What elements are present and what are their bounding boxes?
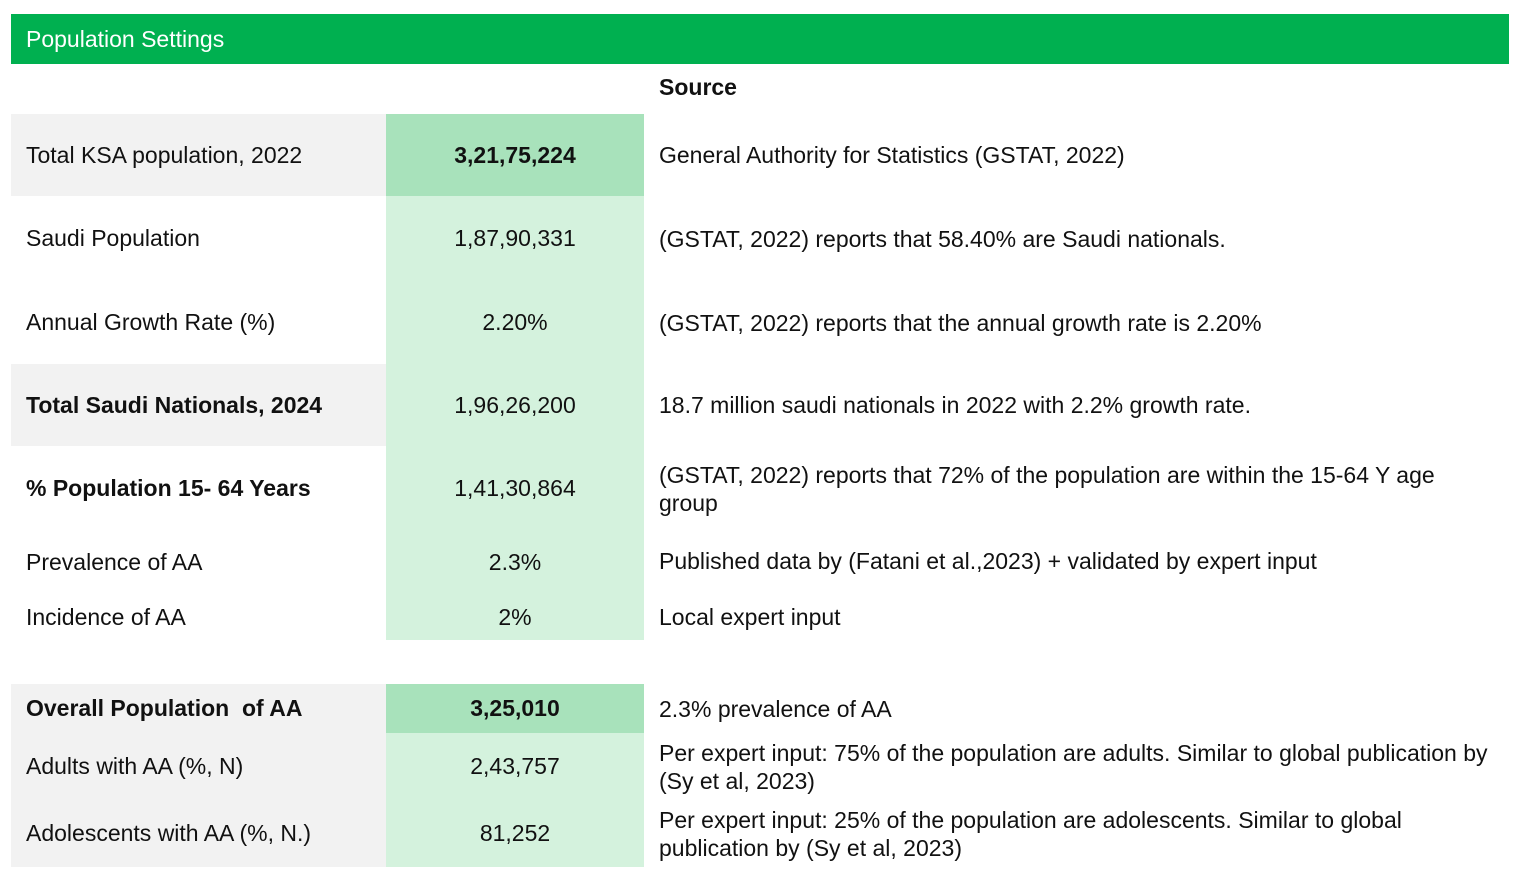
table-row-prevalence-of-aa: Prevalence of AA 2.3% Published data by … (11, 531, 1509, 594)
row-source: Per expert input: 75% of the population … (659, 739, 1488, 794)
row-label: Total Saudi Nationals, 2024 (11, 364, 386, 446)
row-label: Annual Growth Rate (%) (26, 309, 276, 335)
row-source: (GSTAT, 2022) reports that 72% of the po… (659, 461, 1435, 516)
row-source: Published data by (Fatani et al.,2023) +… (659, 548, 1317, 574)
row-value: 2.20% (386, 281, 644, 364)
row-source: (GSTAT, 2022) reports that 58.40% are Sa… (659, 225, 1226, 252)
row-label: Total KSA population, 2022 (11, 114, 386, 196)
row-label: Overall Population of AA (11, 684, 386, 733)
table-row-annual-growth-rate: Annual Growth Rate (%) 2.20% (GSTAT, 202… (11, 281, 1509, 364)
source-column-heading: Source (659, 74, 737, 100)
table-row-adolescents-with-aa: Adolescents with AA (%, N.) 81,252 Per e… (11, 800, 1509, 867)
row-source: Local expert input (659, 604, 841, 630)
row-label: % Population 15- 64 Years (26, 475, 311, 501)
table-row-overall-population-of-aa: Overall Population of AA 3,25,010 2.3% p… (11, 684, 1509, 733)
row-value: 3,25,010 (386, 684, 644, 733)
row-label: Adults with AA (%, N) (11, 733, 386, 800)
page-title: Population Settings (26, 26, 225, 52)
row-value: 2.3% (386, 531, 644, 594)
table-row-population-15-64: % Population 15- 64 Years 1,41,30,864 (G… (11, 446, 1509, 531)
row-value: 1,87,90,331 (386, 196, 644, 281)
table-row-total-saudi-nationals: Total Saudi Nationals, 2024 1,96,26,200 … (11, 364, 1509, 446)
row-label: Adolescents with AA (%, N.) (11, 800, 386, 867)
row-source: Per expert input: 25% of the population … (659, 806, 1402, 861)
header-bar: Population Settings (11, 14, 1509, 64)
table-row-incidence-of-aa: Incidence of AA 2% Local expert input (11, 594, 1509, 640)
row-source: 2.3% prevalence of AA (659, 695, 892, 722)
row-value: 3,21,75,224 (386, 114, 644, 196)
row-value: 1,96,26,200 (386, 364, 644, 446)
row-label: Prevalence of AA (26, 549, 203, 575)
row-source: General Authority for Statistics (GSTAT,… (659, 142, 1125, 168)
row-source: (GSTAT, 2022) reports that the annual gr… (659, 309, 1262, 336)
row-label: Incidence of AA (26, 603, 186, 630)
table-row-total-ksa-population: Total KSA population, 2022 3,21,75,224 G… (11, 114, 1509, 196)
row-source: 18.7 million saudi nationals in 2022 wit… (659, 392, 1251, 418)
row-value: 2% (386, 594, 644, 640)
row-value: 2,43,757 (386, 733, 644, 800)
row-value: 1,41,30,864 (386, 446, 644, 531)
table-row-adults-with-aa: Adults with AA (%, N) 2,43,757 Per exper… (11, 733, 1509, 800)
row-label: Saudi Population (26, 225, 200, 251)
row-value: 81,252 (386, 800, 644, 867)
table-row-saudi-population: Saudi Population 1,87,90,331 (GSTAT, 202… (11, 196, 1509, 281)
